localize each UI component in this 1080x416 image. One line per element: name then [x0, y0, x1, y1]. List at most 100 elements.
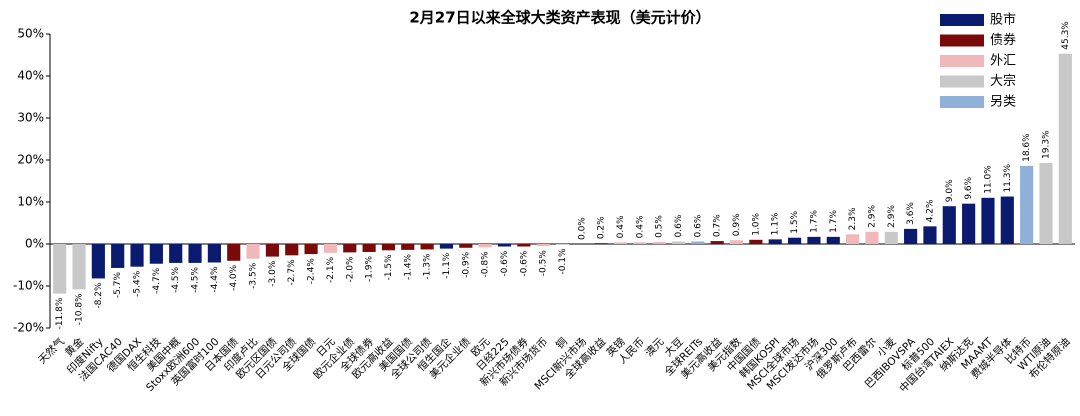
bar [652, 241, 666, 244]
value-label: -3.5% [249, 262, 259, 289]
value-label: 3.6% [906, 202, 916, 225]
legend-label: 股市 [990, 12, 1016, 28]
bar [846, 234, 860, 244]
bar [343, 244, 357, 253]
value-label: 1.5% [790, 210, 800, 233]
bar [420, 244, 434, 250]
bar [691, 241, 705, 244]
value-label: 2.9% [867, 205, 877, 228]
bar [401, 244, 415, 250]
legend-swatch [940, 96, 984, 108]
bar [169, 244, 183, 263]
bar [53, 244, 67, 294]
value-label: -11.8% [55, 297, 65, 329]
value-label: -3.0% [268, 260, 278, 287]
chart-title: 2月27日以来全球大类资产表现（美元计价） [409, 9, 710, 27]
bar [72, 244, 86, 290]
value-label: -2.4% [307, 258, 317, 285]
value-label: -1.9% [365, 256, 375, 283]
bar [207, 244, 221, 263]
value-label: 0.4% [616, 215, 626, 238]
value-label: -5.4% [133, 270, 143, 297]
bar [749, 239, 763, 244]
legend-label: 债券 [990, 32, 1016, 48]
bar [304, 244, 318, 255]
y-tick-label: 20% [17, 153, 44, 167]
bar [865, 231, 879, 244]
bar [497, 244, 512, 247]
bar [130, 244, 144, 267]
value-label: 1.7% [809, 210, 819, 233]
bar [459, 244, 473, 248]
value-label: -0.6% [500, 250, 510, 277]
bar [1039, 162, 1053, 244]
value-label: -4.5% [171, 266, 181, 293]
legend-swatch [940, 75, 984, 88]
bar [188, 244, 202, 263]
bar [884, 231, 898, 244]
bar [942, 206, 956, 244]
value-label: 0.4% [635, 215, 645, 238]
value-label: -2.0% [345, 256, 355, 283]
bar [594, 243, 608, 244]
bar [517, 244, 531, 247]
bar [962, 203, 976, 244]
y-tick-label: 10% [17, 195, 44, 209]
value-label: 1.1% [771, 212, 781, 235]
value-label: 9.6% [964, 176, 974, 199]
value-label: -0.1% [558, 248, 568, 275]
value-label: -2.1% [326, 256, 336, 283]
bar [1058, 53, 1072, 244]
x-tick-label: 澳元 [642, 335, 666, 359]
bar [246, 244, 260, 259]
value-label: 2.3% [848, 207, 858, 230]
value-label: 1.7% [829, 210, 839, 233]
bar [788, 237, 802, 244]
bar [536, 244, 550, 247]
bar [807, 236, 821, 244]
value-label: -0.6% [519, 250, 529, 277]
bar [904, 228, 918, 244]
y-tick-label: 40% [17, 69, 44, 83]
legend-swatch [940, 34, 984, 47]
value-label: -0.5% [539, 250, 549, 277]
bar [265, 244, 279, 257]
value-label: 0.0% [577, 217, 587, 240]
value-label: 11.3% [1003, 164, 1013, 193]
value-label: -1.5% [384, 254, 394, 281]
bar [227, 244, 241, 261]
value-label: -2.7% [287, 259, 297, 286]
value-label: 1.0% [751, 212, 761, 235]
value-label: 0.6% [674, 214, 684, 237]
value-label: 0.2% [597, 216, 607, 239]
y-tick-label: -20% [13, 321, 44, 335]
bar [981, 197, 995, 244]
value-label: -5.7% [113, 272, 123, 299]
value-label: -0.9% [461, 251, 471, 278]
bar [91, 244, 105, 279]
value-label: 19.3% [1041, 130, 1051, 159]
value-label: 0.5% [655, 215, 665, 238]
value-label: 11.0% [983, 165, 993, 194]
value-label: 0.7% [713, 214, 723, 237]
value-label: -1.4% [403, 253, 413, 280]
value-label: -10.8% [75, 293, 85, 325]
y-tick-label: 50% [17, 27, 44, 41]
bar [478, 244, 492, 248]
bar [1020, 165, 1034, 244]
bar [149, 244, 163, 264]
legend-label: 另类 [990, 95, 1016, 110]
value-label: 0.9% [732, 213, 742, 236]
bar [826, 236, 840, 244]
value-label: -0.8% [481, 251, 491, 278]
value-label: -1.1% [442, 252, 452, 279]
bar [633, 242, 647, 244]
legend-label: 外汇 [990, 54, 1016, 69]
value-label: 4.2% [925, 199, 935, 222]
y-tick-label: 0% [25, 237, 44, 251]
value-label: -4.0% [229, 264, 239, 291]
bar [768, 239, 782, 244]
bar [285, 244, 299, 256]
bar [710, 241, 724, 244]
